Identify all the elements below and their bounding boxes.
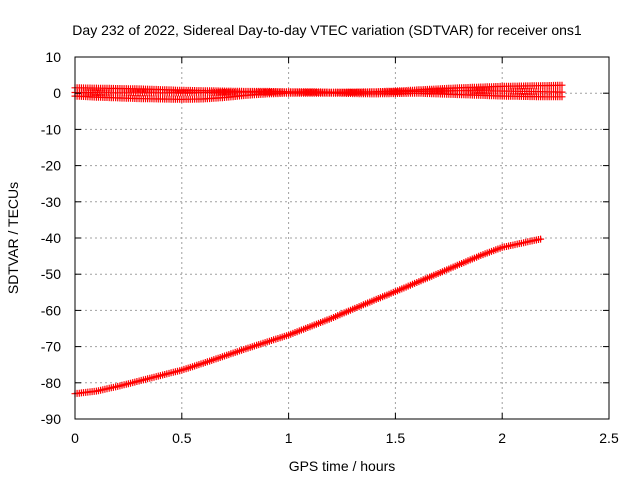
y-tick-label: -90 — [41, 411, 61, 427]
y-tick-labels: 10 0 -10 -20 -30 -40 -50 -60 -70 -80 -90 — [41, 49, 61, 427]
y-tick-label: -20 — [41, 158, 61, 174]
y-tick-label: -10 — [41, 121, 61, 137]
y-tick-label: -60 — [41, 302, 61, 318]
x-tick-label: 1.5 — [386, 430, 406, 446]
chart-title: Day 232 of 2022, Sidereal Day-to-day VTE… — [72, 22, 582, 38]
y-tick-label: 10 — [45, 49, 61, 65]
x-tick-label: 0.5 — [172, 430, 192, 446]
y-axis-label: SDTVAR / TECUs — [5, 182, 21, 294]
tick-marks — [74, 56, 610, 420]
marker-path — [71, 235, 545, 398]
x-axis-label: GPS time / hours — [289, 458, 396, 474]
y-tick-label: -30 — [41, 194, 61, 210]
y-tick-label: -40 — [41, 230, 61, 246]
x-tick-label: 2 — [498, 430, 506, 446]
y-tick-label: -50 — [41, 266, 61, 282]
y-tick-label: -80 — [41, 375, 61, 391]
grid-lines — [75, 57, 609, 419]
x-tick-label: 1 — [285, 430, 293, 446]
x-tick-label: 0 — [71, 430, 79, 446]
x-tick-labels: 0 0.5 1 1.5 2 2.5 — [71, 430, 619, 446]
y-tick-label: -70 — [41, 339, 61, 355]
series-satellite-track-descending — [71, 235, 545, 398]
y-tick-label: 0 — [53, 85, 61, 101]
x-tick-label: 2.5 — [599, 430, 619, 446]
